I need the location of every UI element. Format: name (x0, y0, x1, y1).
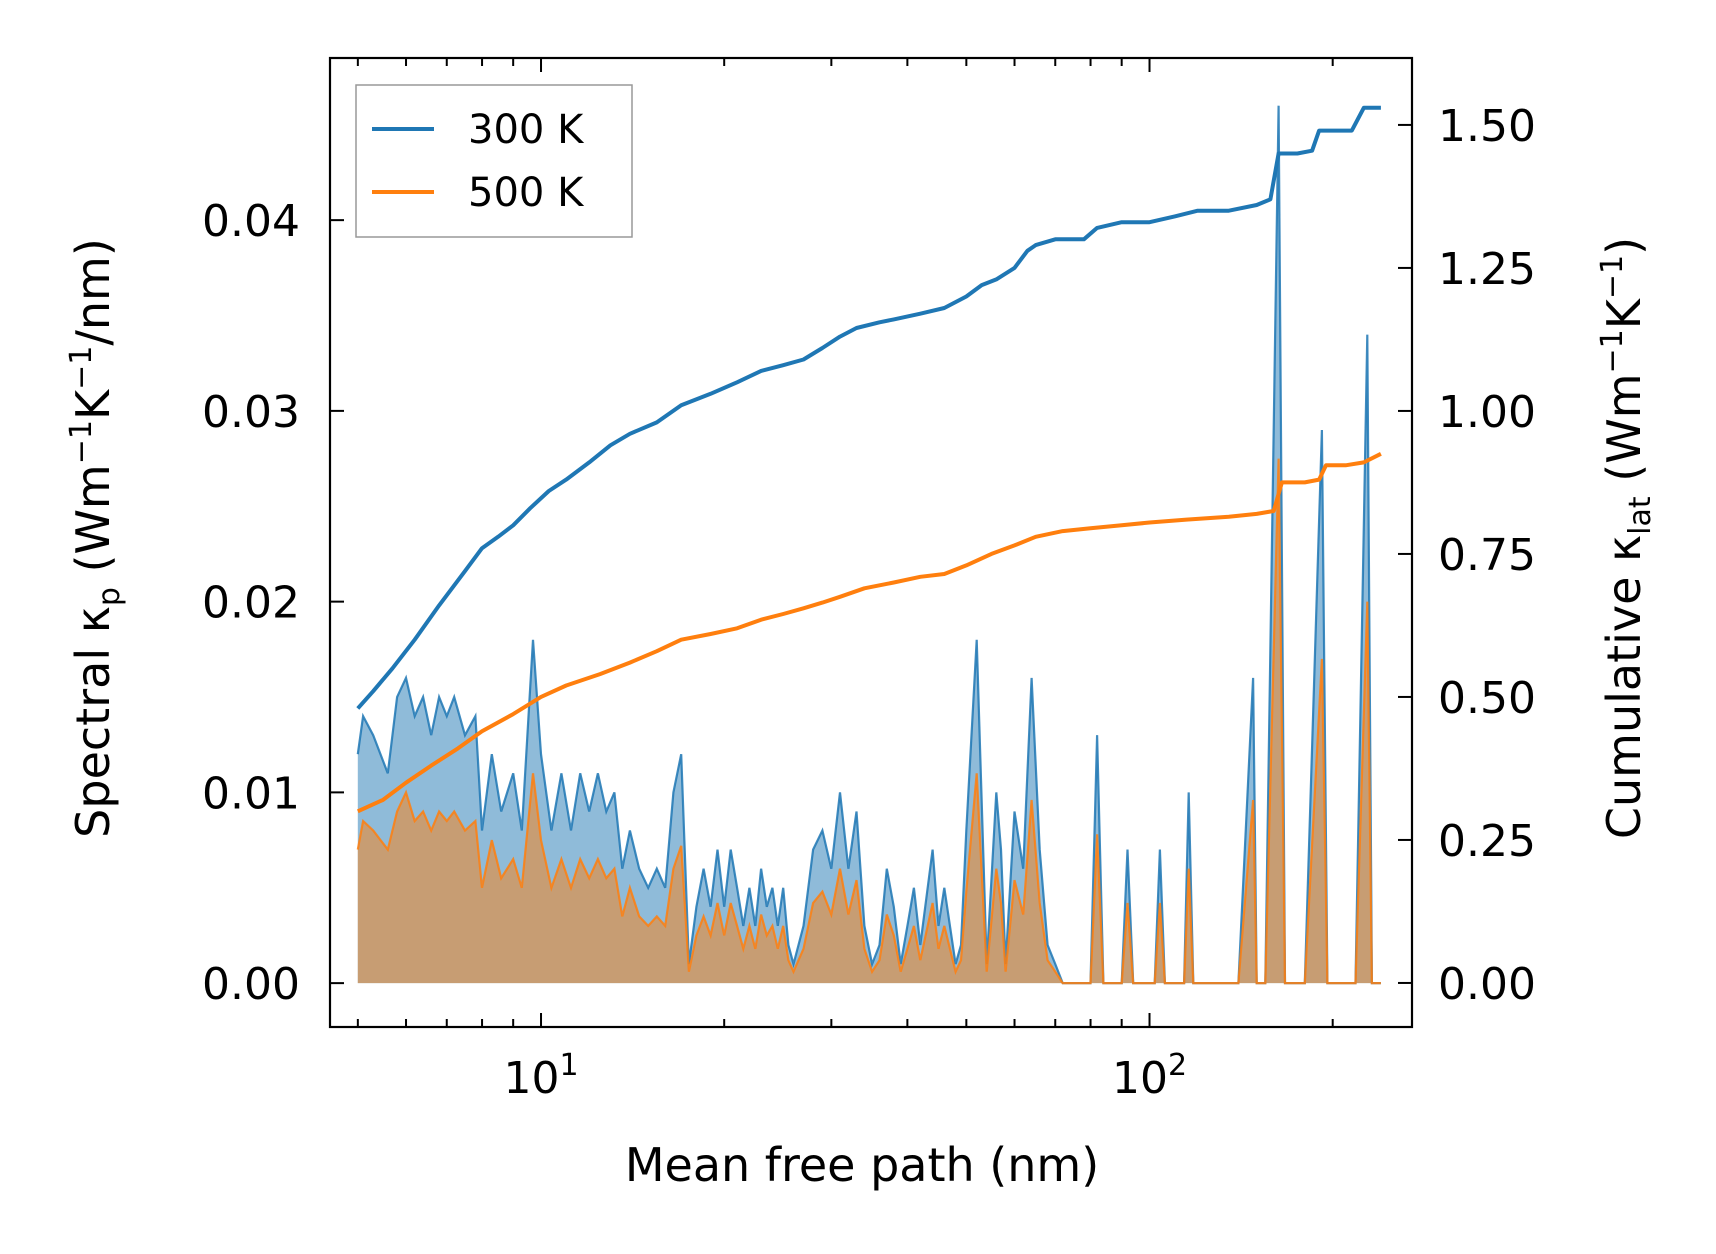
right-y-axis-title: Cumulative κlat (Wm−1K−1) (1595, 237, 1658, 839)
right-y-axis-title-prefix: Cumulative κ (1597, 535, 1651, 839)
right-y-tick-label: 0.00 (1438, 959, 1536, 1010)
x-tick-label: 101 (503, 1048, 578, 1104)
right-y-tick-labels: 0.00 0.25 0.50 0.75 1.00 1.25 1.50 (1438, 101, 1536, 1010)
right-y-tick-label: 1.00 (1438, 387, 1536, 438)
left-y-tick-label: 0.01 (202, 768, 300, 819)
left-y-tick-label: 0.03 (202, 387, 300, 438)
right-y-axis-title-open: (Wm (1597, 373, 1651, 496)
right-y-axis-title-close: ) (1597, 237, 1651, 255)
series-line-300-k (356, 105, 1381, 710)
x-tick-label: 102 (1112, 1048, 1187, 1104)
x-tick-labels: 101 102 (503, 1048, 1187, 1104)
legend-label-300k: 300 K (468, 107, 585, 153)
right-y-tick-label: 0.75 (1438, 530, 1536, 581)
x-tick-label-exponent: 2 (1168, 1048, 1187, 1083)
left-y-tick-label: 0.04 (202, 196, 300, 247)
legend: 300 K 500 K (355, 84, 633, 238)
left-y-tick-labels: 0.00 0.01 0.02 0.03 0.04 (202, 196, 300, 1010)
left-y-axis-title-exp2: −1 (64, 346, 99, 390)
plot-area (356, 105, 1382, 985)
right-y-axis-title-sub: lat (1623, 496, 1658, 535)
left-y-axis-title-exp1: −1 (64, 420, 99, 464)
right-y-axis-title-mid: K (1597, 297, 1651, 329)
series-line-500-k-spectral (356, 458, 1381, 985)
x-axis-title: Mean free path (nm) (625, 1138, 1099, 1192)
right-y-tick-label: 1.25 (1438, 244, 1536, 295)
x-tick-label-base: 10 (1112, 1053, 1168, 1104)
legend-box (355, 84, 633, 238)
legend-label-500k: 500 K (468, 170, 585, 216)
series-line-500-k (356, 452, 1382, 814)
right-y-tick-label: 1.50 (1438, 101, 1536, 152)
right-y-tick-label: 0.50 (1438, 673, 1536, 724)
right-y-axis-title-exp1: −1 (1595, 329, 1630, 373)
left-y-axis-title: Spectral κp (Wm−1K−1/nm) (64, 238, 127, 838)
axis-ticks (330, 58, 1412, 1027)
left-y-axis-title-sub: p (92, 587, 127, 606)
left-y-axis-title-mid: K (66, 388, 120, 420)
right-y-axis-title-exp2: −1 (1595, 255, 1630, 299)
axes-frame (328, 56, 1414, 1029)
left-y-tick-label: 0.00 (202, 959, 300, 1010)
right-y-tick-label: 0.25 (1438, 816, 1536, 867)
left-y-axis-title-open: (Wm (66, 464, 120, 587)
left-y-axis-title-close: /nm) (66, 238, 120, 345)
left-y-axis-title-prefix: Spectral κ (66, 606, 120, 838)
x-tick-label-exponent: 1 (559, 1048, 578, 1083)
x-tick-label-base: 10 (503, 1053, 559, 1104)
left-y-tick-label: 0.02 (202, 578, 300, 629)
